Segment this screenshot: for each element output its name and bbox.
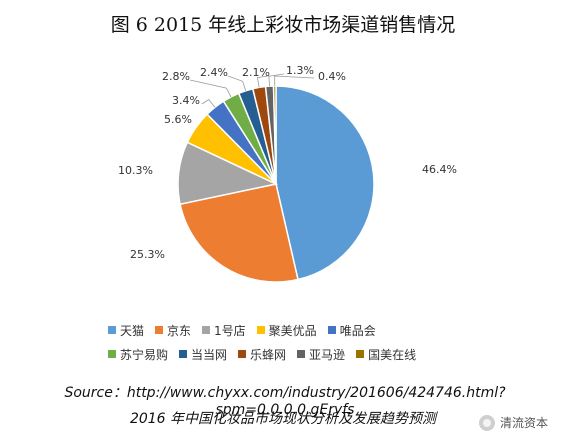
legend-row: 苏宁易购 当当网 乐蜂网 亚马逊 国美在线 xyxy=(108,342,468,366)
leader-line-6 xyxy=(189,79,232,98)
data-label-4: 5.6% xyxy=(164,113,192,126)
pie-chart: 46.4% 25.3% 10.3% 5.6% 3.4% 2.8% 2.4% 2.1% 1.3% 0… xyxy=(118,64,457,283)
legend-label: 1号店 xyxy=(214,323,246,338)
legend-item-8: 乐蜂网 xyxy=(238,346,286,363)
pie-slice-2 xyxy=(179,183,299,283)
legend-item-7: 当当网 xyxy=(179,346,227,363)
legend-item-2: 京东 xyxy=(155,322,191,339)
leader-line-9 xyxy=(268,73,285,87)
data-label-5: 3.4% xyxy=(172,94,200,107)
leader-line-5 xyxy=(201,98,216,108)
data-label-9: 1.3% xyxy=(286,64,314,77)
legend-swatch xyxy=(297,350,306,358)
watermark-label: 清流资本 xyxy=(499,416,548,430)
source-text: Source：http://www.chyxx.com/industry/201… xyxy=(64,385,506,418)
legend-swatch xyxy=(202,326,211,334)
legend-label: 唯品会 xyxy=(339,323,376,338)
chart-title: 图 6 2015 年线上彩妆市场渠道销售情况 xyxy=(110,14,456,36)
watermark: 清流资本 xyxy=(478,414,548,431)
legend-item-5: 唯品会 xyxy=(327,322,376,339)
legend-row: 天猫 京东 1号店 聚美优品 唯品会 xyxy=(108,318,468,342)
report-title: 2016 年中国化妆品市场现状分析及发展趋势预测 xyxy=(129,411,437,427)
pie-slice-1 xyxy=(275,85,375,281)
legend-item-10: 国美在线 xyxy=(356,346,416,363)
legend-swatch xyxy=(356,350,365,358)
data-label-6: 2.8% xyxy=(162,70,190,83)
leader-line-7 xyxy=(227,75,247,91)
legend-label: 乐蜂网 xyxy=(250,347,287,362)
legend-item-9: 亚马逊 xyxy=(297,346,345,363)
leader-line-10 xyxy=(274,75,315,87)
pie-slice-10 xyxy=(272,85,277,185)
data-label-1: 46.4% xyxy=(422,163,457,176)
legend-label: 聚美优品 xyxy=(268,323,317,338)
leader-line-8 xyxy=(256,75,269,88)
legend-label: 亚马逊 xyxy=(309,347,346,362)
data-label-10: 0.4% xyxy=(318,70,346,83)
legend-label: 天猫 xyxy=(120,323,145,338)
legend-item-6: 苏宁易购 xyxy=(108,346,168,363)
legend-label: 京东 xyxy=(167,323,192,338)
legend-label: 苏宁易购 xyxy=(120,347,169,362)
legend-item-1: 天猫 xyxy=(108,322,144,339)
legend-swatch xyxy=(179,350,188,358)
legend-item-3: 1号店 xyxy=(202,322,246,339)
legend-swatch xyxy=(155,326,164,334)
data-label-7: 2.4% xyxy=(200,66,228,79)
legend-swatch xyxy=(327,326,336,334)
chart-legend: 天猫 京东 1号店 聚美优品 唯品会 苏宁易购 当当网 乐蜂网 亚马逊 国美在线 xyxy=(108,318,468,366)
legend-label: 国美在线 xyxy=(368,347,417,362)
legend-swatch xyxy=(256,326,265,334)
data-label-8: 2.1% xyxy=(242,66,270,79)
legend-swatch xyxy=(238,350,247,358)
data-label-2: 25.3% xyxy=(130,248,165,261)
legend-item-4: 聚美优品 xyxy=(256,322,317,339)
legend-swatch xyxy=(108,326,116,334)
legend-label: 当当网 xyxy=(191,347,228,362)
data-label-3: 10.3% xyxy=(118,164,153,177)
legend-swatch xyxy=(108,350,116,358)
wechat-logo-icon xyxy=(478,414,495,431)
